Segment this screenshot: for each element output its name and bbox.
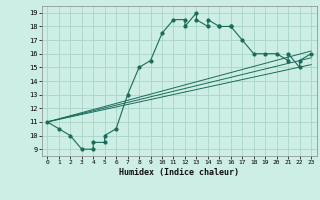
X-axis label: Humidex (Indice chaleur): Humidex (Indice chaleur) bbox=[119, 168, 239, 177]
